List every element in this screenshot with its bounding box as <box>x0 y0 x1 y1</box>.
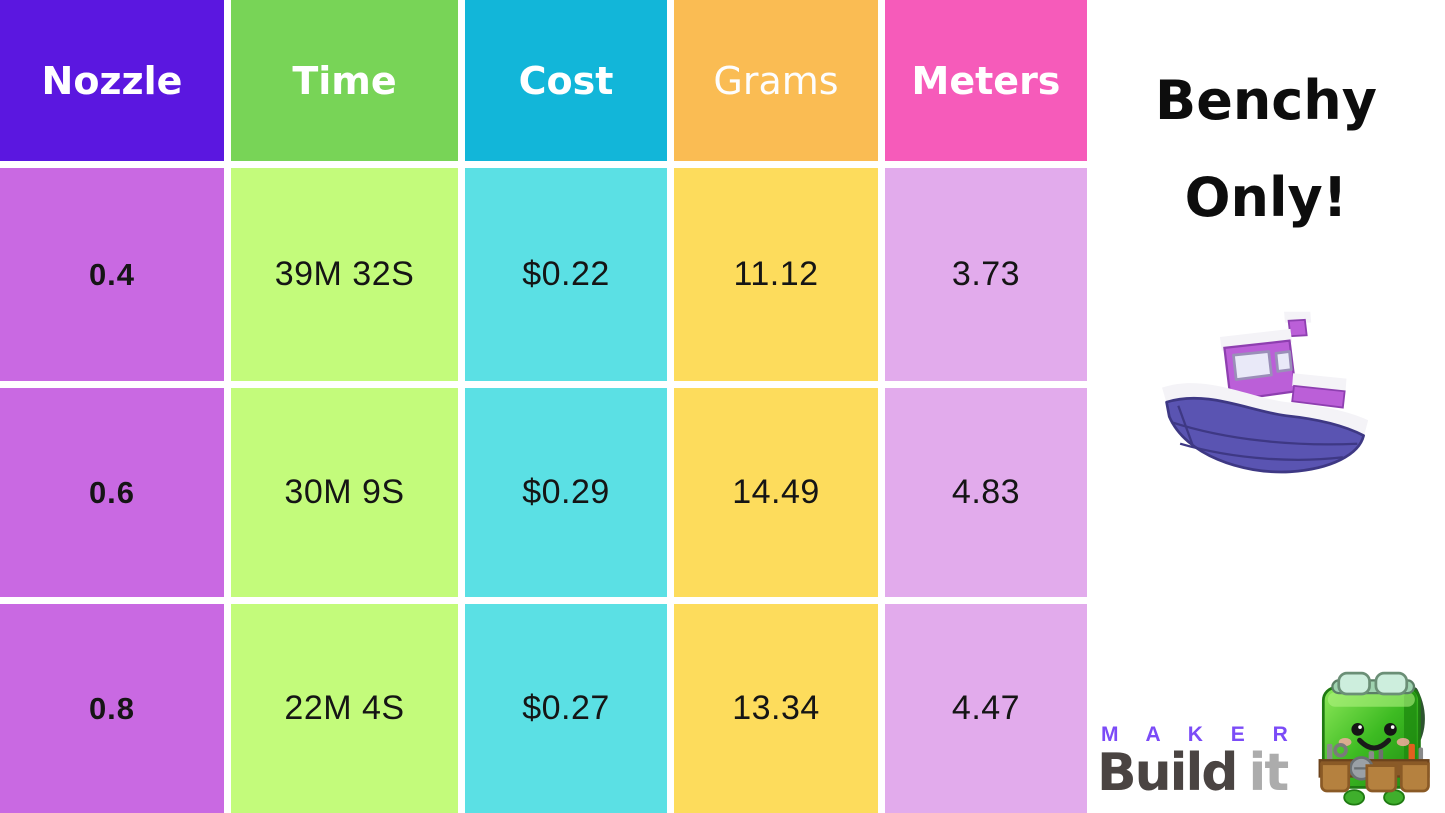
cell-cost-row3: $0.27 <box>465 604 667 813</box>
cell-meters-row2: 4.83 <box>885 388 1087 597</box>
benchy-boat-icon <box>1153 308 1379 485</box>
title-line-1: Benchy <box>1155 69 1377 132</box>
green-cube-mascot-icon <box>1307 671 1443 813</box>
cell-nozzle-0.8: 0.8 <box>0 604 224 813</box>
benchy-table: Nozzle Time Cost Grams Meters 0.4 39M 32… <box>0 0 1087 813</box>
cell-nozzle-0.4: 0.4 <box>0 168 224 381</box>
cell-grams-row1: 11.12 <box>674 168 878 381</box>
header-nozzle: Nozzle <box>0 0 224 161</box>
logo-maker-text: M A K E R <box>1101 723 1299 746</box>
cell-cost-row2: $0.29 <box>465 388 667 597</box>
logo-it-text: it <box>1248 743 1290 803</box>
cell-meters-row1: 3.73 <box>885 168 1087 381</box>
header-time: Time <box>231 0 458 161</box>
title-line-2: Only! <box>1184 166 1348 229</box>
header-meters: Meters <box>885 0 1087 161</box>
logo-build-text: Build <box>1097 743 1239 803</box>
header-grams: Grams <box>674 0 878 161</box>
cell-grams-row2: 14.49 <box>674 388 878 597</box>
page-title: Benchy Only! <box>1087 52 1445 246</box>
cell-nozzle-0.6: 0.6 <box>0 388 224 597</box>
cell-time-row2: 30M 9S <box>231 388 458 597</box>
header-cost: Cost <box>465 0 667 161</box>
cell-cost-row1: $0.22 <box>465 168 667 381</box>
side-panel: Benchy Only! <box>1087 0 1445 813</box>
cell-time-row3: 22M 4S <box>231 604 458 813</box>
cell-time-row1: 39M 32S <box>231 168 458 381</box>
cell-meters-row3: 4.47 <box>885 604 1087 813</box>
cell-grams-row3: 13.34 <box>674 604 878 813</box>
maker-buildit-logo: M A K E R Build it <box>1097 657 1443 809</box>
